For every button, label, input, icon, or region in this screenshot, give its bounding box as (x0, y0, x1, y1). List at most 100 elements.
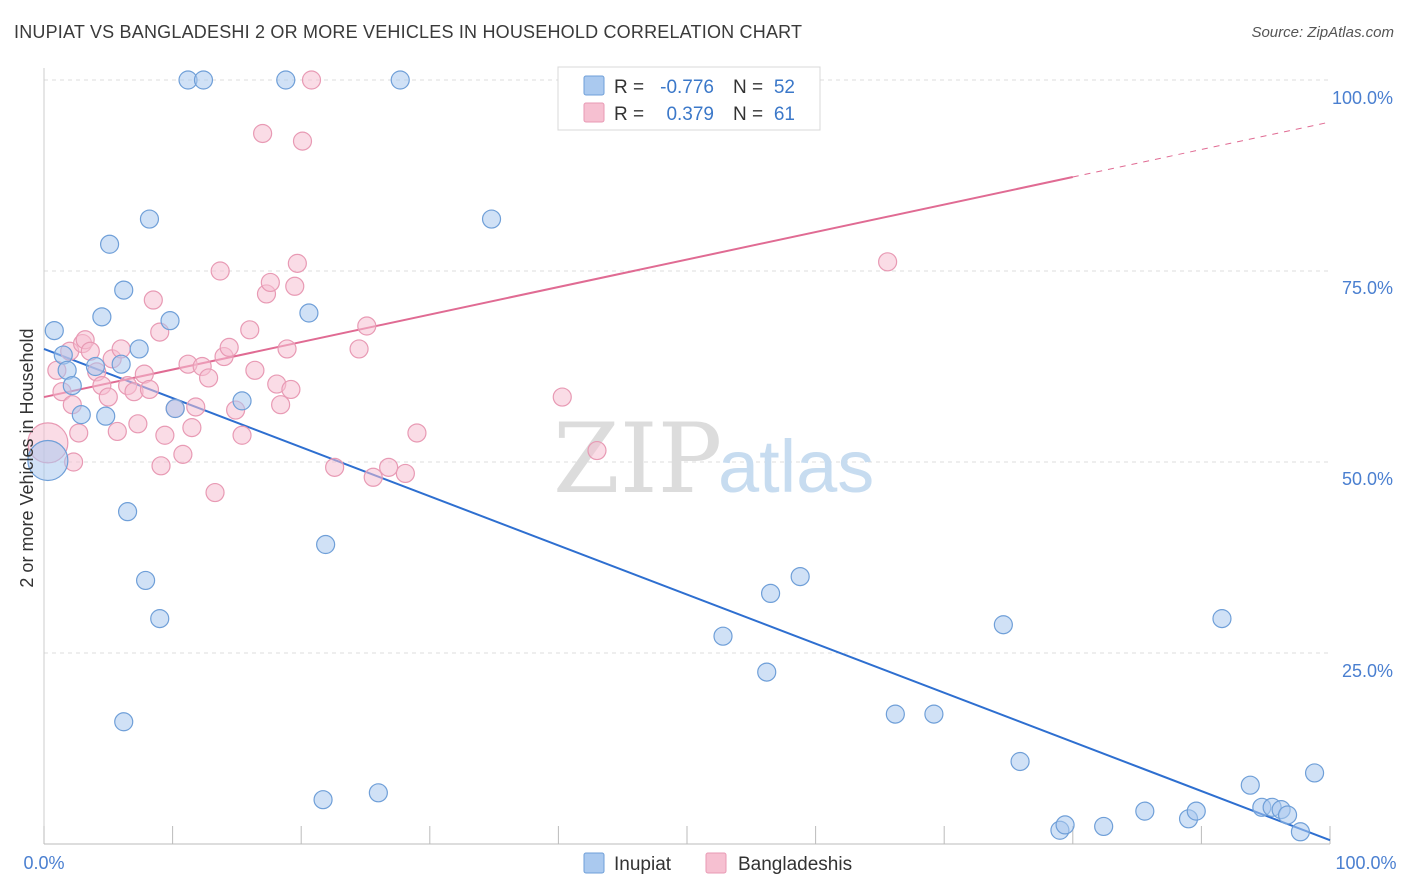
data-point-bangla (292, 131, 313, 151)
watermark-zip: ZIP (553, 403, 722, 515)
data-point-inupiat (1094, 816, 1114, 837)
legend-swatch-bangla (583, 102, 605, 123)
data-points (27, 70, 1325, 842)
data-point-bangla (260, 272, 280, 293)
source-credit: Source: ZipAtlas.com (1251, 24, 1394, 41)
legend-r-label-bangla: R = (614, 104, 644, 125)
data-point-inupiat (27, 439, 69, 482)
data-point-inupiat (993, 615, 1013, 635)
legend-n-value-bangla: 61 (774, 104, 795, 125)
data-point-inupiat (1135, 801, 1155, 821)
data-point-inupiat (757, 662, 777, 682)
data-point-inupiat (1055, 815, 1075, 835)
data-point-inupiat (160, 311, 180, 331)
data-point-bangla (357, 316, 377, 336)
data-point-bangla (271, 395, 291, 415)
data-point-inupiat (114, 280, 134, 300)
data-point-inupiat (1277, 805, 1298, 825)
data-point-bangla (245, 360, 265, 380)
legend-swatch-inupiat (583, 75, 605, 96)
grid-lines (44, 79, 1330, 654)
data-point-inupiat (85, 356, 106, 377)
data-point-inupiat (1304, 763, 1325, 783)
data-point-bangla (240, 320, 260, 340)
data-point-inupiat (760, 583, 781, 604)
data-point-bangla (552, 387, 572, 407)
data-point-inupiat (1212, 609, 1232, 629)
data-point-inupiat (390, 70, 410, 90)
data-point-inupiat (111, 354, 131, 374)
data-point-inupiat (885, 704, 905, 724)
data-point-inupiat (368, 783, 388, 803)
data-point-inupiat (313, 790, 333, 810)
bottom-legend-swatch-bangla (705, 852, 727, 874)
data-point-inupiat (44, 320, 64, 341)
data-point-bangla (139, 379, 160, 400)
data-point-inupiat (924, 704, 944, 724)
legend-r-label-inupiat: R = (614, 77, 644, 98)
data-point-inupiat (165, 398, 185, 419)
data-point-inupiat (71, 405, 91, 425)
data-point-inupiat (193, 70, 214, 90)
data-point-bangla (878, 252, 898, 272)
data-point-bangla (182, 418, 202, 438)
data-point-inupiat (713, 626, 733, 646)
data-point-inupiat (481, 209, 502, 229)
data-point-inupiat (135, 570, 156, 591)
series-legend: Inupiat Bangladeshis (583, 852, 852, 875)
data-point-inupiat (276, 70, 296, 90)
data-point-inupiat (299, 303, 319, 323)
data-point-bangla (325, 457, 345, 477)
y-tick-label-100: 100.0% (1332, 88, 1393, 108)
data-point-inupiat (790, 566, 810, 587)
x-tick-label-min: 0.0% (23, 853, 64, 873)
data-point-bangla (281, 379, 301, 400)
data-point-inupiat (62, 376, 82, 396)
legend-n-label-bangla: N = (733, 104, 763, 125)
y-tick-label-75: 75.0% (1342, 278, 1393, 298)
data-point-inupiat (114, 712, 134, 732)
y-tick-label-50: 50.0% (1342, 469, 1393, 489)
x-tick-label-max: 100.0% (1335, 853, 1396, 873)
watermark-atlas: atlas (718, 425, 874, 508)
data-point-bangla (301, 70, 322, 90)
chart-title: INUPIAT VS BANGLADESHI 2 OR MORE VEHICLE… (14, 22, 803, 42)
data-point-inupiat (316, 534, 336, 555)
data-point-inupiat (139, 209, 160, 229)
data-point-inupiat (129, 339, 149, 359)
watermark: ZIP atlas (553, 403, 874, 515)
data-point-inupiat (1186, 801, 1206, 821)
data-point-bangla (395, 463, 415, 484)
data-point-bangla (287, 253, 307, 273)
y-axis-title: 2 or more Vehicles in Household (17, 328, 37, 587)
data-point-inupiat (92, 307, 112, 327)
data-point-bangla (173, 444, 193, 464)
bottom-legend-label-bangla: Bangladeshis (738, 854, 852, 875)
data-point-bangla (587, 440, 607, 461)
data-point-bangla (151, 456, 171, 476)
trend-line-inupiat (43, 347, 1331, 842)
data-point-bangla (277, 339, 297, 359)
data-point-inupiat (232, 391, 252, 411)
y-tick-label-25: 25.0% (1342, 661, 1393, 681)
bottom-legend-label-inupiat: Inupiat (614, 854, 672, 875)
data-point-bangla (210, 261, 230, 281)
legend-n-label-inupiat: N = (733, 77, 763, 98)
stats-legend: R = -0.776 N = 52 R = 0.379 N = 61 (557, 66, 821, 131)
data-point-bangla (349, 339, 369, 359)
data-point-inupiat (99, 234, 120, 254)
data-point-bangla (69, 423, 89, 443)
data-point-inupiat (96, 406, 116, 426)
data-point-bangla (232, 425, 252, 445)
data-point-bangla (205, 482, 225, 503)
data-point-inupiat (1010, 751, 1030, 772)
legend-r-value-bangla: 0.379 (666, 104, 714, 125)
data-point-bangla (143, 290, 163, 310)
trend-line-bangla-extension (1072, 121, 1331, 178)
data-point-bangla (407, 423, 427, 443)
data-point-bangla (219, 337, 239, 357)
data-point-bangla (128, 414, 148, 434)
data-point-bangla (155, 425, 175, 445)
data-point-bangla (107, 421, 127, 442)
